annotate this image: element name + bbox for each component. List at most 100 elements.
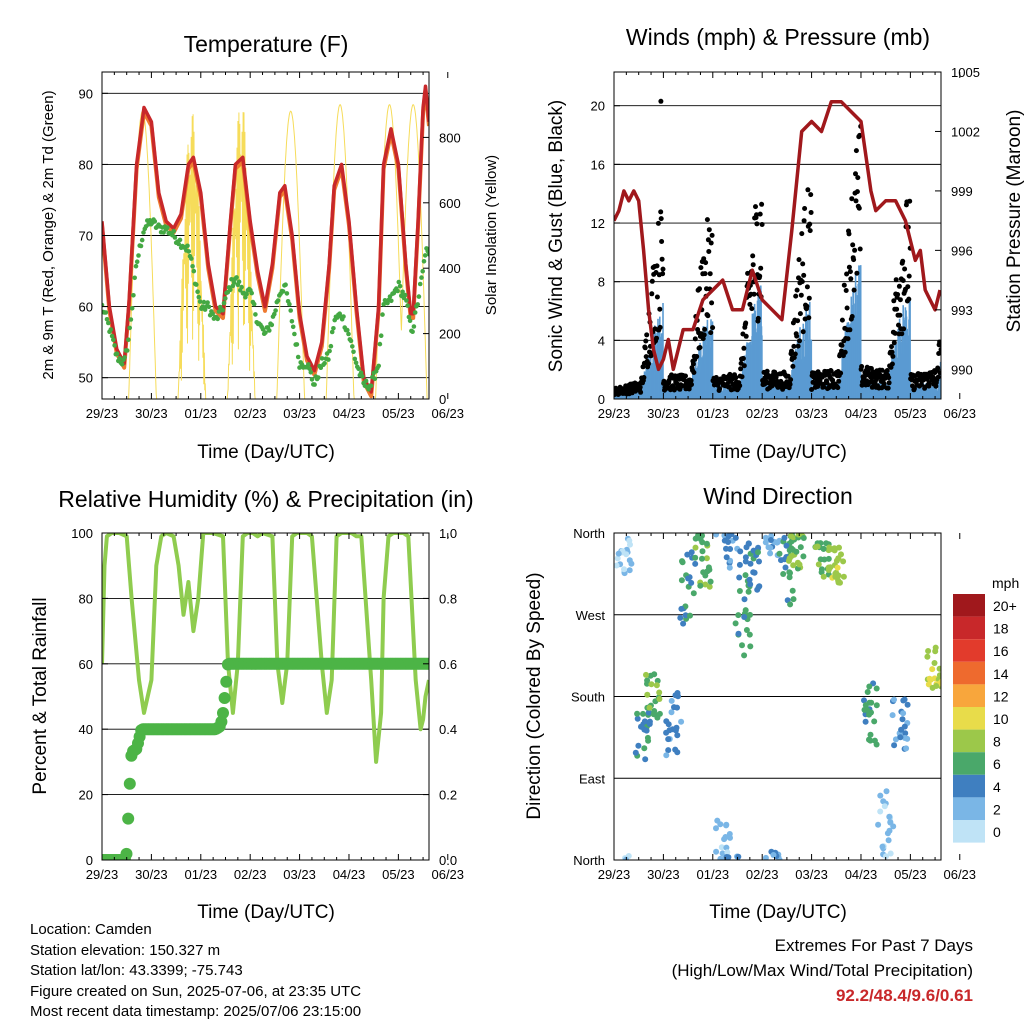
x-tick-label: 01/23 bbox=[185, 406, 218, 421]
dewpoint-point bbox=[420, 268, 426, 274]
station-elevation: Station elevation: 150.327 m bbox=[30, 941, 221, 959]
dewpoint-point bbox=[402, 292, 408, 298]
dewpoint-point bbox=[109, 333, 115, 339]
direction-point bbox=[737, 548, 744, 555]
direction-point bbox=[644, 677, 651, 684]
gust-point bbox=[886, 375, 892, 381]
dewpoint-point bbox=[119, 362, 125, 367]
gust-point bbox=[889, 344, 894, 350]
gust-point bbox=[658, 98, 664, 104]
speed-legend: 20+ 18 16 14 12 10 8 6 4 2 0 bbox=[953, 594, 1017, 843]
gust-point bbox=[739, 374, 745, 380]
dewpoint-point bbox=[191, 268, 197, 274]
temperature-y2-label: Solar Insolation (Yellow) bbox=[483, 155, 500, 315]
direction-point bbox=[651, 671, 658, 678]
gust-point bbox=[889, 361, 895, 367]
dewpoint-point bbox=[395, 288, 400, 294]
direction-point bbox=[871, 737, 878, 744]
dewpoint-point bbox=[284, 291, 290, 296]
gust-point bbox=[643, 354, 649, 360]
direction-point bbox=[871, 718, 878, 725]
gust-point bbox=[907, 198, 913, 204]
direction-point bbox=[861, 706, 868, 713]
gust-point bbox=[646, 361, 652, 367]
direction-point bbox=[723, 844, 730, 851]
gust-point bbox=[637, 384, 643, 390]
y-tick-label: 16 bbox=[591, 157, 605, 172]
x-tick-label: 01/23 bbox=[697, 867, 730, 882]
direction-point bbox=[900, 697, 907, 704]
direction-x-label: Time (Day/UTC) bbox=[709, 902, 847, 923]
direction-point bbox=[727, 834, 733, 841]
y-tick-label: 20 bbox=[79, 788, 93, 803]
gust-point bbox=[853, 198, 859, 204]
gust-point bbox=[854, 270, 860, 276]
gust-point bbox=[847, 327, 853, 333]
dewpoint-point bbox=[131, 293, 136, 298]
gust-point bbox=[702, 271, 708, 277]
direction-point bbox=[634, 715, 641, 722]
direction-point bbox=[750, 569, 757, 576]
gust-point bbox=[847, 269, 853, 275]
pressure-line bbox=[614, 99, 941, 372]
dewpoint-point bbox=[345, 327, 350, 333]
gust-point bbox=[750, 262, 756, 268]
speed-legend-title: mph bbox=[992, 575, 1019, 591]
humidity-y-label: Percent & Total Rainfall bbox=[30, 597, 51, 794]
direction-point bbox=[721, 836, 728, 843]
direction-point bbox=[626, 567, 633, 574]
direction-point bbox=[713, 848, 720, 855]
legend-label: 6 bbox=[993, 756, 1001, 772]
direction-point bbox=[881, 803, 888, 810]
dewpoint-point bbox=[280, 289, 286, 294]
y-tick-label: North bbox=[573, 526, 605, 541]
direction-point bbox=[672, 746, 679, 753]
legend-label: 16 bbox=[993, 643, 1009, 659]
direction-point bbox=[727, 546, 734, 552]
gust-point bbox=[857, 246, 863, 252]
rainfall-point bbox=[123, 777, 136, 790]
direction-point bbox=[782, 564, 789, 571]
gust-point bbox=[649, 278, 655, 284]
gust-point bbox=[747, 301, 753, 307]
gust-point bbox=[889, 349, 895, 355]
direction-point bbox=[736, 588, 743, 594]
gust-point bbox=[658, 209, 664, 215]
gust-point bbox=[757, 211, 763, 217]
x-tick-label: 05/23 bbox=[894, 406, 927, 421]
dewpoint-point bbox=[283, 282, 288, 288]
figure-created: Figure created on Sun, 2025-07-06, at 23… bbox=[30, 982, 362, 1000]
dewpoint-point bbox=[380, 312, 385, 317]
dewpoint-point bbox=[263, 330, 268, 335]
x-tick-label: 06/23 bbox=[431, 406, 464, 421]
legend-label: 2 bbox=[993, 801, 1001, 817]
legend-swatch bbox=[953, 774, 985, 798]
direction-point bbox=[933, 683, 940, 689]
gust-point bbox=[856, 205, 862, 211]
gust-point bbox=[697, 286, 702, 292]
x-tick-label: 01/23 bbox=[697, 406, 730, 421]
gust-point bbox=[717, 386, 723, 392]
gust-point bbox=[643, 338, 649, 344]
dewpoint-point bbox=[205, 300, 210, 305]
direction-point bbox=[925, 681, 932, 688]
dewpoint-point bbox=[351, 349, 356, 355]
direction-point bbox=[746, 631, 753, 638]
legend-label: 20+ bbox=[993, 598, 1017, 614]
gust-point bbox=[806, 295, 812, 301]
legend-swatch bbox=[953, 594, 985, 617]
direction-point bbox=[903, 745, 910, 752]
gust-point bbox=[891, 298, 897, 304]
gust-point bbox=[850, 242, 856, 248]
gust-point bbox=[804, 284, 810, 290]
gust-point bbox=[733, 375, 739, 381]
gust-point bbox=[843, 288, 849, 293]
winds-plot-frame bbox=[613, 71, 942, 400]
direction-point bbox=[800, 553, 807, 560]
direction-point bbox=[840, 573, 847, 580]
direction-point bbox=[742, 554, 749, 561]
dewpoint-point bbox=[417, 281, 423, 287]
dewpoint-point bbox=[426, 251, 429, 257]
dewpoint-point bbox=[141, 230, 146, 235]
